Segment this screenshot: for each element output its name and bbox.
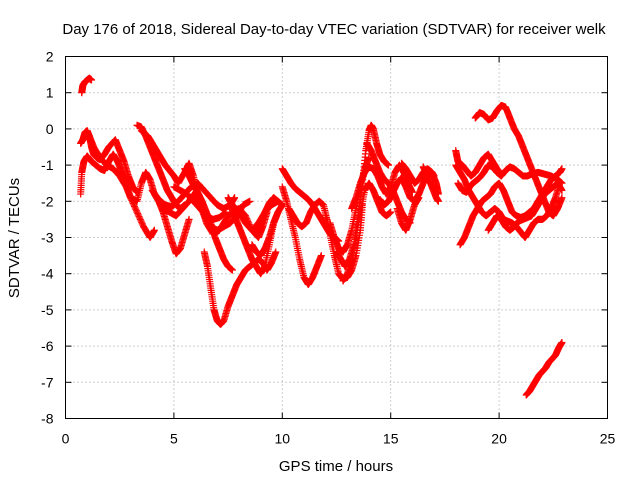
y-tick-label: -7 xyxy=(41,374,54,390)
data-point xyxy=(231,194,239,202)
data-point xyxy=(88,76,96,84)
series-arc-14 xyxy=(248,208,282,260)
data-point xyxy=(385,161,393,169)
data-points xyxy=(77,74,566,399)
data-point xyxy=(558,194,566,202)
series-arc-27 xyxy=(393,194,423,234)
x-tick-label: 20 xyxy=(491,431,507,447)
chart-title: Day 176 of 2018, Sidereal Day-to-day VTE… xyxy=(62,21,606,38)
y-tick-label: -8 xyxy=(41,411,54,427)
y-tick-label: 2 xyxy=(46,49,54,65)
series-arc-29 xyxy=(452,147,505,180)
y-tick-label: 1 xyxy=(46,85,54,101)
series-arc-4 xyxy=(85,132,158,241)
x-tick-label: 25 xyxy=(600,431,616,447)
y-tick-label: -1 xyxy=(41,157,54,173)
series-arc-28 xyxy=(419,163,442,205)
data-point xyxy=(387,208,395,216)
series-arc-1 xyxy=(78,74,96,97)
data-point xyxy=(150,226,158,234)
series-arc-10 xyxy=(170,183,230,223)
data-point xyxy=(274,208,282,216)
y-axis-label: SDTVAR / TECUs xyxy=(6,178,23,298)
data-point xyxy=(558,186,566,194)
x-tick-label: 0 xyxy=(62,431,70,447)
y-tick-label: -4 xyxy=(41,266,54,282)
y-tick-label: -5 xyxy=(41,302,54,318)
data-point xyxy=(558,165,566,173)
data-point xyxy=(185,215,193,223)
x-tick-label: 5 xyxy=(170,431,178,447)
y-tick-label: -6 xyxy=(41,338,54,354)
series-arc-6 xyxy=(137,127,271,241)
x-tick-labels: 0 5 10 15 20 25 xyxy=(62,431,616,447)
series-arc-34 xyxy=(484,179,566,234)
y-tick-label: -2 xyxy=(41,193,54,209)
data-point xyxy=(246,197,254,205)
grid-lines xyxy=(65,56,608,419)
data-point xyxy=(558,338,566,346)
series-arc-22 xyxy=(339,179,395,285)
data-point xyxy=(222,208,230,216)
data-point xyxy=(434,197,442,205)
x-axis-label: GPS time / hours xyxy=(279,458,393,475)
y-tick-label: 0 xyxy=(46,121,54,137)
data-point xyxy=(415,194,423,202)
x-tick-label: 15 xyxy=(383,431,399,447)
series-arc-35 xyxy=(522,338,566,399)
x-tick-label: 10 xyxy=(275,431,291,447)
data-point xyxy=(272,248,280,256)
data-point xyxy=(228,266,236,274)
data-point xyxy=(317,252,325,260)
y-tick-labels: -8 -7 -6 -5 -4 -3 -2 -1 0 1 2 xyxy=(41,49,54,427)
axis-ticks xyxy=(65,56,608,419)
series-arc-15 xyxy=(252,194,286,238)
series-arc-33 xyxy=(471,101,566,220)
y-tick-label: -3 xyxy=(41,230,54,246)
